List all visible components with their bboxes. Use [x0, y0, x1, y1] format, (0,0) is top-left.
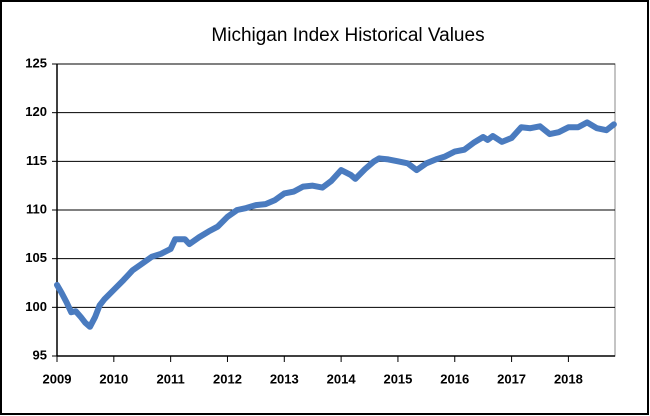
data-line: [54, 119, 617, 330]
chart-title: Michigan Index Historical Values: [211, 25, 484, 46]
x-tick-label: 2009: [43, 371, 72, 386]
x-tick-label: 2012: [213, 371, 242, 386]
x-tick-label: 2016: [440, 371, 469, 386]
y-tick-label: 120: [25, 104, 47, 119]
x-tick-label: 2014: [327, 371, 357, 386]
y-tick-label: 100: [25, 299, 47, 314]
x-tick-label: 2018: [554, 371, 583, 386]
y-tick-label: 115: [26, 153, 47, 168]
y-tick-label: 110: [26, 201, 47, 216]
x-tick-label: 2011: [157, 371, 185, 386]
y-tick-label: 125: [25, 55, 47, 70]
y-tick-label: 105: [25, 250, 47, 265]
x-tick-label: 2017: [497, 371, 526, 386]
x-tick-label: 2013: [270, 371, 299, 386]
x-tick-label: 2010: [99, 371, 128, 386]
y-tick-label: 95: [33, 347, 47, 362]
x-tick-label: 2015: [383, 371, 412, 386]
